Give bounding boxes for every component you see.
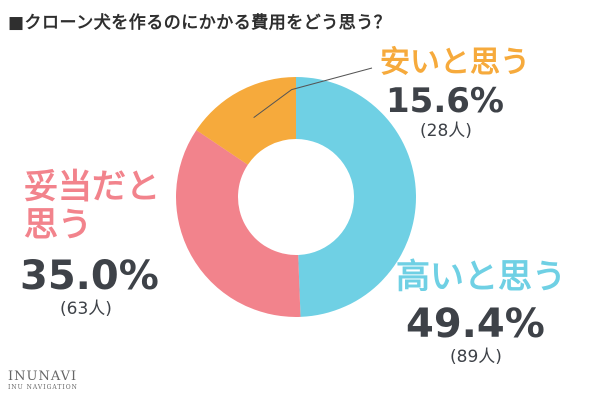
slice-cheap xyxy=(196,77,296,165)
inunavi-logo: INUNAVI INU NAVIGATION xyxy=(8,370,78,392)
label-fair-count: (63人) xyxy=(60,299,112,319)
label-cheap-values: 15.6% (28人) xyxy=(386,82,504,142)
label-fair-category-line1: 妥当だと xyxy=(24,167,160,207)
label-high-category: 高いと思う xyxy=(396,257,566,297)
label-fair-category-line2: 思う xyxy=(24,205,92,245)
label-cheap-category: 安いと思う xyxy=(380,45,530,80)
label-fair-percent: 35.0% xyxy=(20,253,159,299)
logo-name: INUNAVI xyxy=(8,369,78,384)
label-high: 高いと思う xyxy=(396,258,566,296)
label-high-values: 49.4% (89人) xyxy=(406,302,545,368)
slice-high xyxy=(296,77,417,317)
chart-title: ■クローン犬を作るのにかかる費用をどう思う？ xyxy=(8,13,392,33)
leader-line-cheap xyxy=(253,67,373,118)
label-fair-values: 35.0% (63人) xyxy=(20,254,159,320)
label-high-count: (89人) xyxy=(450,347,502,367)
label-high-percent: 49.4% xyxy=(406,301,545,347)
label-cheap-count: (28人) xyxy=(420,121,472,141)
slice-fair xyxy=(176,130,301,317)
logo-subtitle: INU NAVIGATION xyxy=(8,384,78,391)
label-cheap-percent: 15.6% xyxy=(386,81,504,121)
label-cheap: 安いと思う xyxy=(380,46,530,80)
label-fair: 妥当だと 思う xyxy=(24,168,160,244)
